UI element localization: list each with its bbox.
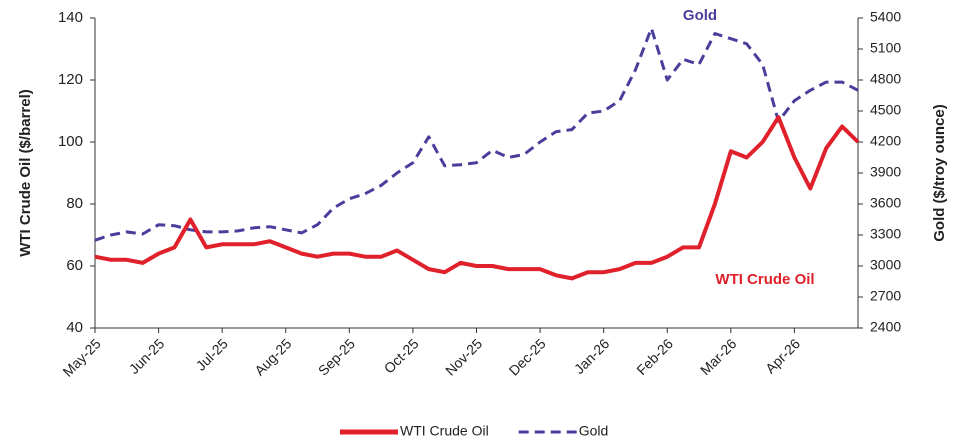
annotation: WTI Crude Oil bbox=[715, 271, 814, 288]
y2-tick-label: 5400 bbox=[870, 9, 901, 25]
x-tick-label: Jan-26 bbox=[571, 335, 613, 377]
y2-tick-label: 2400 bbox=[870, 319, 901, 335]
y2-tick-label: 5100 bbox=[870, 40, 901, 56]
y-tick-label: 40 bbox=[66, 319, 83, 336]
x-tick-label: Dec-25 bbox=[506, 335, 549, 378]
y2-tick-label: 2700 bbox=[870, 288, 901, 304]
x-tick-label: Feb-26 bbox=[633, 335, 676, 378]
x-tick-label: Nov-25 bbox=[442, 335, 485, 378]
y-tick-label: 100 bbox=[58, 133, 83, 150]
y2-tick-label: 3600 bbox=[870, 195, 901, 211]
y2-tick-label: 4200 bbox=[870, 133, 901, 149]
x-tick-label: Jun-25 bbox=[126, 335, 168, 377]
x-tick-label: Apr-26 bbox=[762, 335, 803, 376]
y-tick-label: 60 bbox=[66, 257, 83, 274]
y2-tick-label: 3300 bbox=[870, 226, 901, 242]
y-tick-label: 140 bbox=[58, 9, 83, 26]
y-tick-label: 120 bbox=[58, 71, 83, 88]
y2-tick-label: 3900 bbox=[870, 164, 901, 180]
x-tick-label: Sep-25 bbox=[315, 335, 358, 378]
x-tick-label: Mar-26 bbox=[697, 335, 740, 378]
y2-axis-title: Gold ($/troy ounce) bbox=[931, 104, 948, 242]
x-tick-label: Oct-25 bbox=[381, 335, 422, 376]
legend-label: Gold bbox=[579, 423, 609, 439]
series-line bbox=[94, 26, 859, 242]
x-tick-label: May-25 bbox=[59, 335, 103, 379]
x-tick-label: Aug-25 bbox=[251, 335, 294, 378]
series-line bbox=[94, 115, 860, 281]
y-axis-title: WTI Crude Oil ($/barrel) bbox=[17, 89, 34, 257]
x-tick-label: Jul-25 bbox=[193, 335, 231, 373]
y2-tick-label: 4800 bbox=[870, 71, 901, 87]
legend-label: WTI Crude Oil bbox=[400, 423, 489, 439]
y-tick-label: 80 bbox=[66, 195, 83, 212]
y2-tick-label: 3000 bbox=[870, 257, 901, 273]
y2-tick-label: 4500 bbox=[870, 102, 901, 118]
annotation: Gold bbox=[683, 7, 717, 24]
